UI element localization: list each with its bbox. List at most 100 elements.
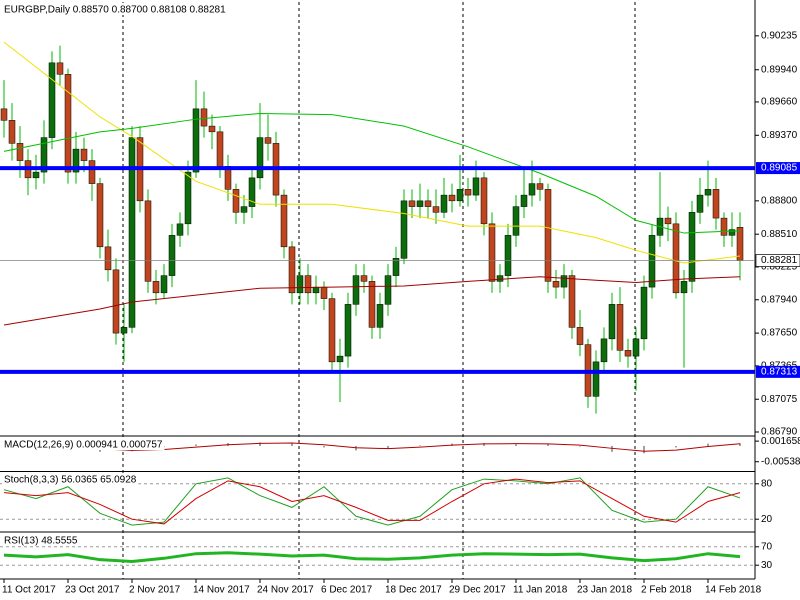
candle-body <box>600 338 608 363</box>
candle-body <box>160 275 168 294</box>
panel-frames <box>0 0 756 580</box>
candle-body <box>384 275 392 305</box>
candle-body <box>504 235 512 276</box>
y-tick-label: 30 <box>761 560 773 571</box>
macd-bar <box>387 445 389 449</box>
candle-body <box>496 275 504 282</box>
candle-body <box>16 143 24 161</box>
candle-body <box>216 131 224 167</box>
level-label: 0.89085 <box>761 163 798 174</box>
x-tick-label: 23 Oct 2017 <box>65 585 120 596</box>
panel-title: MACD(12,26,9) 0.000941 0.000757 <box>4 440 163 451</box>
macd-bar <box>483 443 485 446</box>
candle-body <box>432 206 440 213</box>
y-tick-label: 0.001658 <box>761 436 800 447</box>
candle-body <box>672 223 680 294</box>
macd-bar <box>675 445 677 448</box>
candle-body <box>304 275 312 294</box>
candle-body <box>56 62 64 75</box>
x-tick-label: 29 Dec 2017 <box>449 585 506 596</box>
candle-body <box>360 275 368 282</box>
candle-body <box>0 108 8 121</box>
level-label: 0.87313 <box>761 367 798 378</box>
x-tick-label: 23 Jan 2018 <box>577 585 632 596</box>
macd-bar <box>323 445 325 448</box>
level-label-box <box>756 162 800 175</box>
macd-bar <box>291 443 293 446</box>
candle-body <box>392 258 400 276</box>
candle-body <box>488 223 496 282</box>
candle-body <box>336 355 344 363</box>
x-tick-label: 11 Oct 2017 <box>2 585 56 596</box>
y-tick-label: 0.89940 <box>761 64 798 75</box>
candle-body <box>520 194 528 207</box>
candle-body <box>640 286 648 340</box>
x-tick-label: 11 Jan 2018 <box>513 585 568 596</box>
candle-body <box>48 62 56 138</box>
candle-body <box>424 200 432 207</box>
macd-bar <box>579 445 581 447</box>
candle-body <box>152 281 160 294</box>
candle-body <box>104 246 112 271</box>
level-label-box <box>756 365 800 378</box>
moving-average <box>3 41 741 264</box>
candle-body <box>592 361 600 397</box>
candle-body <box>456 189 464 202</box>
candle-body <box>8 120 16 144</box>
candle-body <box>512 206 520 236</box>
candle-body <box>344 304 352 357</box>
candle-body <box>568 275 576 328</box>
x-tick-label: 2 Nov 2017 <box>129 585 181 596</box>
candle-body <box>120 327 128 334</box>
candle-body <box>472 177 480 196</box>
candle-body <box>576 327 584 345</box>
candle-body <box>88 160 96 184</box>
x-tick-label: 18 Dec 2017 <box>385 585 442 596</box>
moving-average <box>3 112 741 234</box>
candle-body <box>80 148 88 161</box>
x-tick-label: 6 Dec 2017 <box>321 585 373 596</box>
last-price-box <box>755 254 800 267</box>
macd-bar <box>739 443 741 446</box>
candle-body <box>264 137 272 144</box>
y-tick-label: 0.88510 <box>761 229 798 240</box>
candle-body <box>328 298 336 363</box>
candle-body <box>128 137 136 328</box>
moving-average <box>3 276 741 326</box>
candle-body <box>232 189 240 213</box>
candle-body <box>704 189 712 196</box>
candle-body <box>192 108 200 173</box>
indicator-line <box>3 551 741 564</box>
candle-body <box>616 304 624 351</box>
candle-body <box>296 275 304 294</box>
candle-body <box>736 227 744 261</box>
y-tick-label: 0.88225 <box>761 262 798 273</box>
candle-body <box>720 217 728 236</box>
x-tick-label: 14 Nov 2017 <box>193 585 250 596</box>
indicator-line <box>3 478 741 525</box>
candle-body <box>728 229 736 236</box>
x-tick-label: 14 Feb 2018 <box>705 585 762 596</box>
candle-body <box>624 350 632 357</box>
candle-body <box>168 235 176 276</box>
candle-body <box>176 223 184 236</box>
panel-title-bg <box>2 3 228 15</box>
candle-body <box>416 200 424 207</box>
candle-body <box>352 275 360 305</box>
macd-bar <box>419 445 421 446</box>
macd-bar <box>195 444 197 446</box>
y-tick-label: 0.87650 <box>761 328 798 339</box>
y-tick-label: 0.87940 <box>761 294 798 305</box>
candle-body <box>696 194 704 213</box>
candle-body <box>408 200 416 207</box>
candle-body <box>712 189 720 219</box>
y-tick-label: 0.89370 <box>761 130 798 141</box>
candle-body <box>544 189 552 282</box>
candle-body <box>632 338 640 357</box>
candle-body <box>320 286 328 299</box>
candle-body <box>240 206 248 213</box>
y-tick-label: 0.89660 <box>761 97 798 108</box>
candle-body <box>648 235 656 288</box>
